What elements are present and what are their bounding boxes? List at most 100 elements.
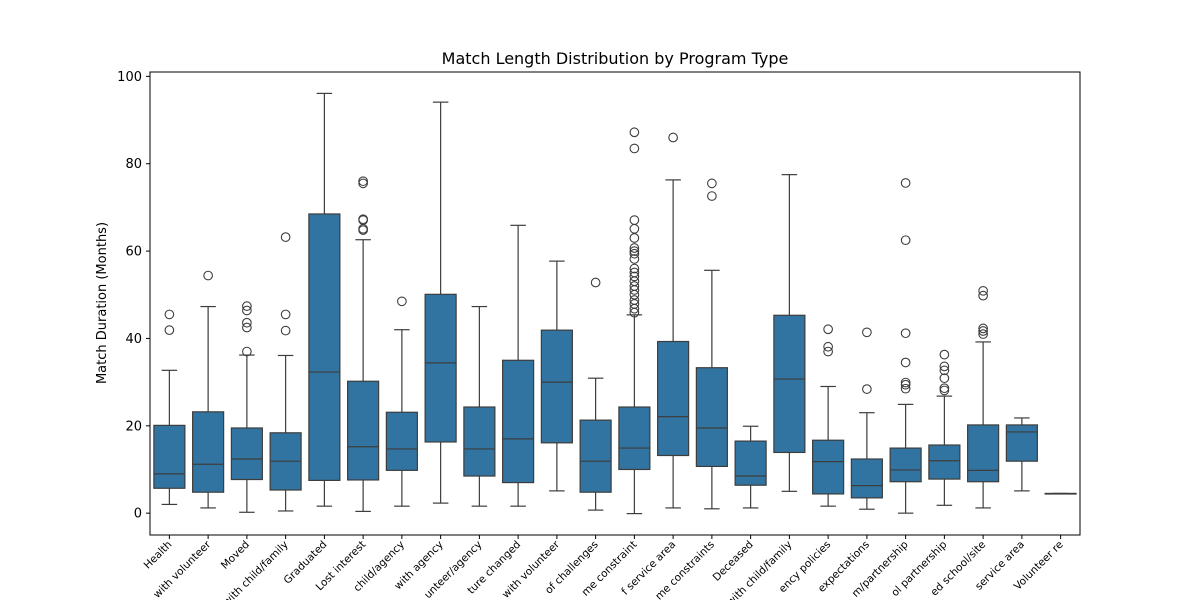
y-tick-label: 60 <box>125 245 142 260</box>
outlier-point <box>629 243 640 253</box>
outlier-point <box>900 383 911 394</box>
chart-title: Match Length Distribution by Program Typ… <box>442 49 789 68</box>
box-group <box>850 327 883 510</box>
outlier-point <box>629 127 640 138</box>
outlier-point <box>629 223 640 234</box>
outlier-point <box>280 309 291 320</box>
outlier-point <box>978 326 988 336</box>
outlier-point <box>862 384 872 394</box>
iqr-box <box>230 427 263 481</box>
iqr-box <box>695 367 728 468</box>
outlier-point <box>978 290 988 301</box>
box-group <box>230 301 263 513</box>
box-group <box>967 285 1000 509</box>
outlier-point <box>629 263 640 274</box>
box-group <box>1005 417 1038 492</box>
outlier-point <box>397 296 407 307</box>
outlier-point <box>862 327 872 338</box>
y-tick-label: 80 <box>125 157 142 172</box>
box-group <box>192 270 225 509</box>
outlier-point <box>707 178 717 189</box>
box-group <box>812 324 845 507</box>
box-group <box>928 349 961 506</box>
outlier-point <box>629 295 640 305</box>
outlier-point <box>242 317 252 328</box>
outlier-point <box>164 309 175 320</box>
x-tick-label: Health <box>142 539 175 572</box>
iqr-box <box>463 406 496 477</box>
box-group <box>734 425 767 509</box>
iqr-box <box>773 314 806 454</box>
iqr-box <box>579 419 612 493</box>
outlier-point <box>242 346 252 357</box>
y-axis: 0 20 40 60 80 100 <box>117 70 150 522</box>
iqr-box <box>347 380 380 481</box>
box-group <box>347 176 380 513</box>
y-tick-label: 100 <box>117 70 142 85</box>
x-tick-label: with child/family <box>221 539 291 600</box>
outlier-point <box>900 377 911 388</box>
iqr-box <box>618 406 651 471</box>
outlier-point <box>900 235 911 246</box>
box-group <box>385 296 418 507</box>
outlier-point <box>358 176 368 187</box>
outlier-point <box>629 215 640 225</box>
iqr-box <box>385 411 418 471</box>
outlier-point <box>823 324 833 335</box>
y-tick-label: 0 <box>134 507 142 522</box>
outlier-point <box>629 299 640 309</box>
outlier-point <box>242 301 252 311</box>
outlier-point <box>629 143 640 154</box>
outlier-point <box>939 373 950 384</box>
iqr-box <box>153 424 186 489</box>
outlier-point <box>358 178 368 189</box>
box-group <box>657 132 690 509</box>
outlier-point <box>629 248 640 259</box>
outlier-point <box>629 271 640 282</box>
box-group <box>308 92 341 507</box>
box-group <box>269 232 302 512</box>
iqr-box <box>192 411 225 493</box>
box-group <box>773 174 806 492</box>
y-tick-label: 40 <box>125 332 142 347</box>
outlier-point <box>939 365 950 376</box>
iqr-box <box>850 458 883 499</box>
outlier-point <box>203 270 213 281</box>
outlier-point <box>707 191 717 201</box>
outlier-point <box>164 325 175 335</box>
x-tick-label: Moved <box>219 539 252 572</box>
outlier-point <box>242 322 252 333</box>
outlier-point <box>629 281 640 291</box>
iqr-box <box>308 213 341 482</box>
outlier-point <box>900 178 911 188</box>
iqr-box <box>889 447 922 483</box>
box-group <box>502 224 535 507</box>
box-group <box>618 127 651 515</box>
iqr-box <box>967 424 1000 483</box>
outlier-point <box>280 325 291 336</box>
y-axis-label: Match Duration (Months) <box>95 222 110 384</box>
iqr-box <box>928 444 961 480</box>
outlier-point <box>629 267 640 278</box>
outlier-point <box>978 285 988 296</box>
box-group <box>1044 492 1077 495</box>
box-group <box>424 101 457 504</box>
iqr-box <box>1005 424 1038 462</box>
iqr-box <box>424 293 457 443</box>
outlier-point <box>629 233 640 243</box>
box-group <box>695 178 728 510</box>
iqr-box <box>657 340 690 457</box>
outlier-point <box>900 328 911 339</box>
y-tick-label: 20 <box>125 419 142 434</box>
plot-frame <box>149 71 1081 536</box>
outlier-point <box>242 305 252 316</box>
outlier-point <box>280 232 291 242</box>
outlier-point <box>900 357 911 368</box>
outlier-point <box>939 349 950 360</box>
outlier-point <box>668 132 678 143</box>
iqr-box <box>812 439 845 495</box>
box-group <box>153 309 186 506</box>
outlier-point <box>823 341 833 352</box>
